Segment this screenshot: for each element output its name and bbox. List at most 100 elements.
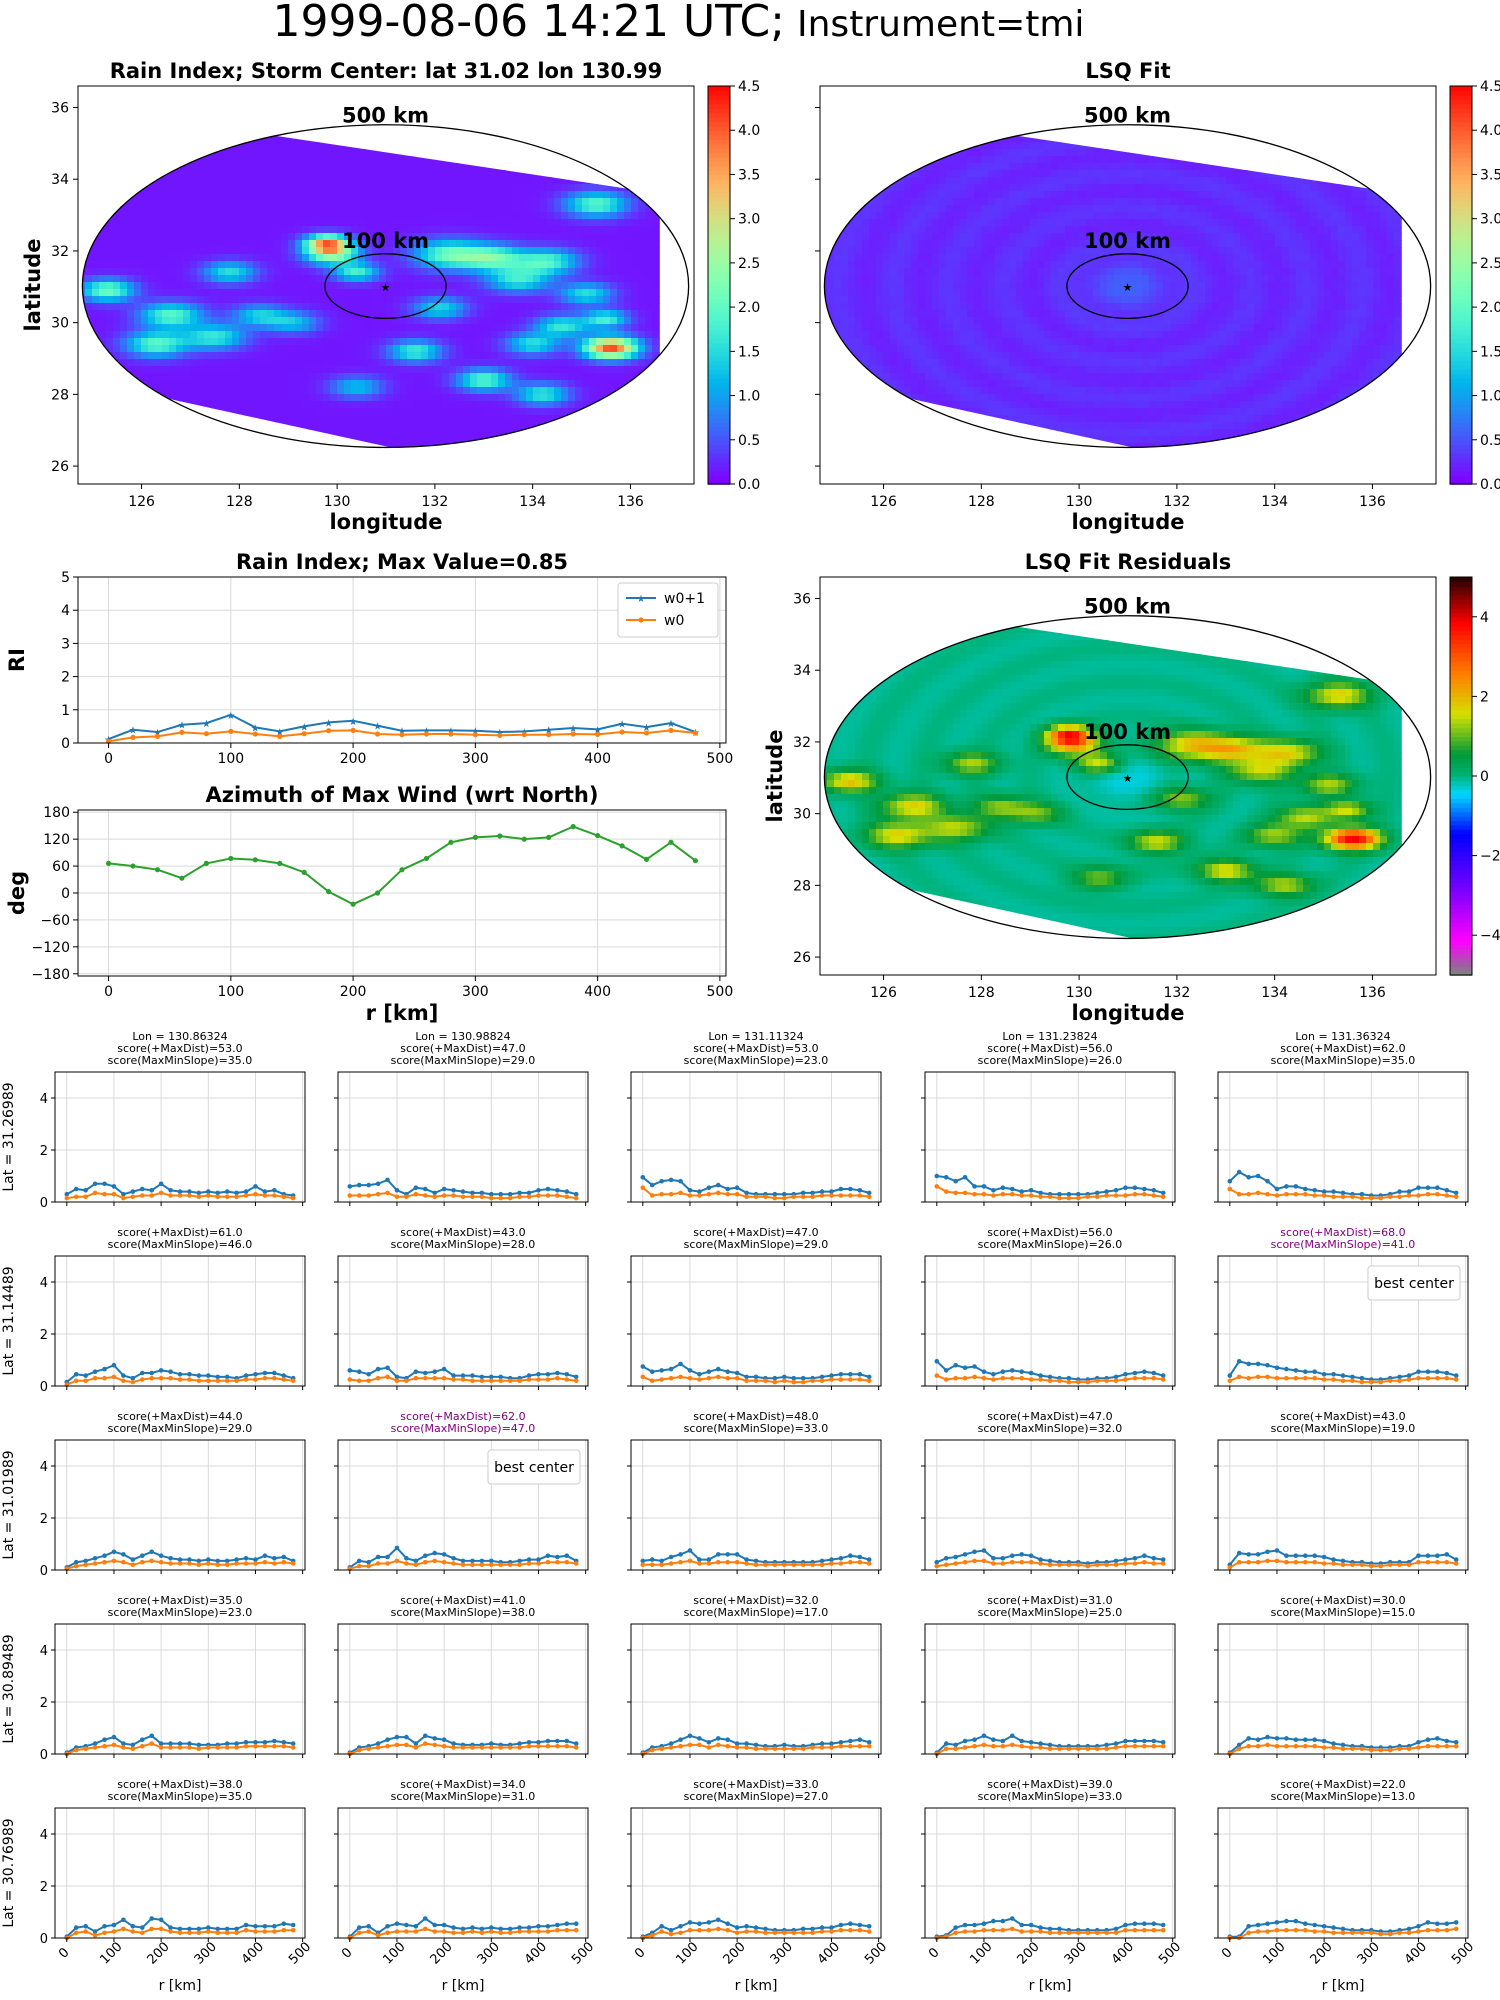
mini-series-point	[451, 1561, 456, 1566]
mini-series-point	[1340, 1558, 1346, 1564]
mini-series-point	[394, 1734, 400, 1740]
mini-series-point	[366, 1563, 371, 1569]
mini-series-point	[83, 1378, 88, 1384]
colorbar-segment	[708, 178, 730, 185]
mini-series-point	[753, 1378, 759, 1384]
ring-label-500km: 500 km	[1084, 595, 1171, 619]
mini-series-point	[962, 1365, 968, 1371]
colorbar-segment	[1450, 94, 1472, 101]
mini-series-point	[526, 1925, 532, 1930]
colorbar-segment	[1450, 479, 1472, 485]
colorbar-segment	[708, 170, 730, 176]
x-tick-label: 0	[56, 1945, 72, 1961]
mini-series-point	[224, 1741, 230, 1746]
mini-series-point	[1331, 1194, 1336, 1200]
mini-series-point	[800, 1190, 806, 1196]
mini-series-point	[536, 1924, 541, 1929]
mini-series-point	[810, 1562, 815, 1568]
ring-label-500km: 500 km	[342, 104, 429, 128]
mini-series-point	[432, 1369, 437, 1374]
mini-series-point	[1142, 1921, 1147, 1926]
mini-frame	[924, 1623, 1176, 1755]
score-maxminslope: score(MaxMinSlope)=25.0	[978, 1606, 1123, 1619]
mini-series-point	[1255, 1737, 1261, 1742]
mini-series-point	[102, 1737, 107, 1742]
mini-series-point	[479, 1378, 485, 1384]
mini-series-point	[111, 1362, 117, 1368]
mini-series-point	[517, 1741, 522, 1746]
mini-series-point	[678, 1559, 683, 1565]
y-tick-label: 5	[61, 570, 70, 586]
colorbar-segment	[708, 271, 730, 277]
mini-series-point	[243, 1927, 249, 1933]
colorbar-segment	[1450, 780, 1472, 786]
mini-series-point	[1321, 1738, 1327, 1744]
mini-series-point	[848, 1559, 853, 1565]
mini-series-point	[1312, 1375, 1317, 1381]
mini-series-point	[555, 1375, 560, 1381]
colorbar-segment	[1450, 413, 1472, 419]
mini-series-point	[441, 1366, 447, 1372]
mini-series-point	[1425, 1185, 1431, 1190]
mini-series-point	[517, 1925, 522, 1930]
mini-series-point	[668, 1561, 674, 1566]
mini-series-point	[130, 1379, 136, 1385]
colorbar-segment	[1450, 214, 1472, 220]
mini-series-point	[725, 1737, 730, 1742]
mini-series-point	[1000, 1561, 1006, 1566]
colorbar-segment	[708, 139, 730, 145]
mini-series-point	[1085, 1563, 1091, 1569]
mini-series-point	[441, 1929, 447, 1934]
mini-series-point	[1236, 1742, 1242, 1748]
y-axis-label: RI	[5, 648, 29, 672]
series-point	[448, 731, 454, 737]
mini-series-point	[545, 1924, 551, 1929]
mini-series-point	[1123, 1185, 1128, 1190]
mini-series-point	[1293, 1559, 1299, 1565]
mini-series-point	[991, 1561, 996, 1566]
colorbar-segment	[708, 254, 730, 260]
mini-series-point	[1094, 1746, 1100, 1752]
colorbar-segment	[708, 430, 730, 437]
colorbar-segment	[1450, 594, 1472, 600]
mini-series-point	[253, 1929, 258, 1934]
mini-series-point	[1331, 1372, 1336, 1377]
mini-series-point	[432, 1742, 437, 1748]
mini-series-point	[385, 1190, 390, 1196]
colorbar-segment	[1450, 855, 1472, 861]
mini-series-point	[943, 1175, 949, 1180]
mini-series-point	[678, 1552, 683, 1557]
y-tick-label: 34	[793, 663, 811, 679]
mini-series-point	[1028, 1922, 1034, 1928]
mini-series-point	[1028, 1193, 1034, 1198]
mini-series-point	[1302, 1186, 1308, 1192]
mini-series-point	[687, 1368, 693, 1373]
colorbar-segment	[1450, 851, 1472, 857]
x-axis-label: r [km]	[1029, 1978, 1072, 1994]
mini-series-point	[498, 1195, 504, 1201]
mini-series-point	[432, 1558, 437, 1564]
mini-series-point	[413, 1929, 419, 1934]
mini-series-point	[1246, 1375, 1251, 1381]
column-title-lon: Lon = 131.11324	[708, 1030, 803, 1043]
mini-series-point	[934, 1559, 940, 1565]
mini-series-point	[734, 1375, 740, 1381]
mini-series-point	[102, 1553, 107, 1558]
mini-series-point	[953, 1190, 958, 1196]
colorbar-segment	[1450, 430, 1472, 437]
x-tick-label: 128	[226, 494, 253, 510]
series-point: ★	[618, 720, 627, 731]
mini-series-point	[149, 1375, 154, 1381]
mini-series-point	[1312, 1369, 1317, 1374]
colorbar-segment	[708, 395, 730, 401]
colorbar-tick-label: 1.0	[1480, 389, 1500, 405]
colorbar-segment	[708, 315, 730, 322]
colorbar-segment	[708, 439, 730, 445]
mini-series-point	[1284, 1736, 1289, 1741]
mini-series-point	[224, 1926, 230, 1932]
mini-series-point	[460, 1377, 466, 1382]
mini-series-point	[290, 1378, 296, 1384]
colorbar-segment	[708, 298, 730, 304]
colorbar-segment	[708, 320, 730, 326]
mini-series-point	[1009, 1191, 1015, 1197]
